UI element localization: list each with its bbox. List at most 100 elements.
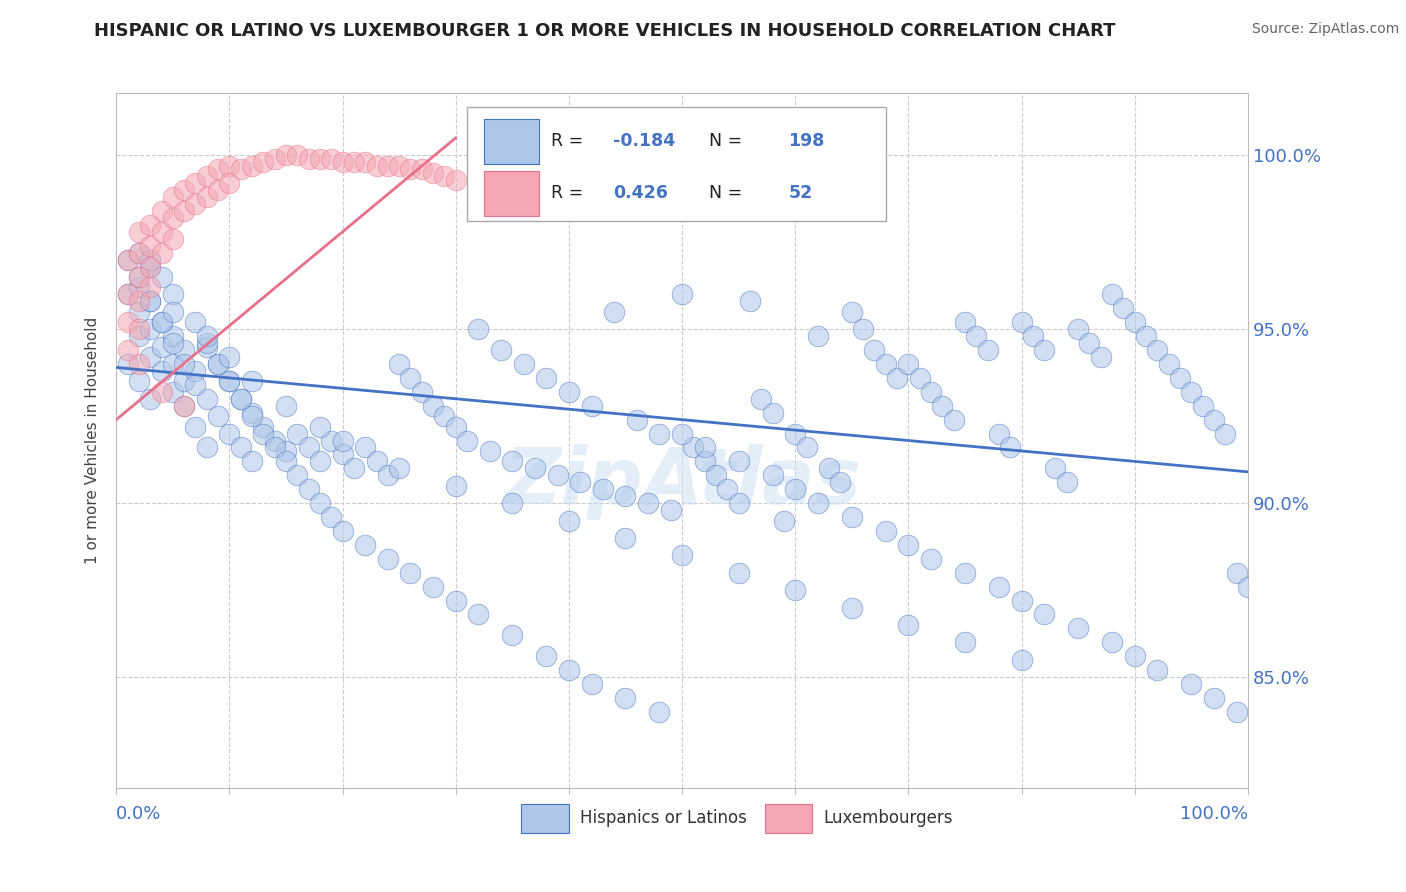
Point (693, 454, 716, 468)
Point (139, 238, 162, 252)
Point (218, 426, 240, 441)
Text: R =: R = (551, 185, 589, 202)
Point (150, 364, 173, 378)
Point (749, 392, 772, 406)
Point (614, 489, 637, 503)
Point (139, 294, 162, 309)
Point (321, 510, 343, 524)
Point (886, 371, 908, 385)
Point (558, 384, 581, 399)
Point (478, 444, 501, 458)
Point (648, 426, 671, 441)
Point (1237, 580, 1260, 594)
Point (207, 183, 229, 197)
Point (128, 270, 150, 285)
Point (150, 270, 173, 285)
Point (614, 690, 637, 705)
Point (162, 329, 184, 343)
Point (1022, 329, 1045, 343)
Point (785, 426, 807, 441)
Point (1225, 566, 1247, 580)
Point (1067, 322, 1090, 336)
Point (218, 159, 240, 173)
Point (128, 322, 150, 336)
Point (139, 322, 162, 336)
Point (614, 531, 637, 545)
Point (411, 162, 433, 177)
Point (1112, 301, 1135, 316)
Point (704, 468, 727, 483)
Point (321, 434, 343, 448)
Point (229, 441, 252, 455)
Point (1168, 371, 1191, 385)
Point (456, 434, 478, 448)
Point (128, 357, 150, 371)
Point (229, 392, 252, 406)
Point (207, 409, 229, 424)
Point (321, 152, 343, 166)
Point (139, 252, 162, 267)
Point (773, 514, 796, 528)
Point (1146, 343, 1168, 357)
Point (908, 371, 931, 385)
Point (173, 203, 195, 218)
Point (184, 315, 207, 329)
Point (285, 148, 308, 162)
Point (444, 172, 467, 186)
Point (195, 329, 218, 343)
Point (162, 336, 184, 351)
Point (1180, 384, 1202, 399)
Point (309, 152, 332, 166)
Point (162, 357, 184, 371)
FancyBboxPatch shape (522, 804, 569, 833)
Point (422, 399, 444, 413)
Point (173, 399, 195, 413)
Point (1157, 357, 1180, 371)
Point (332, 434, 354, 448)
Point (117, 252, 139, 267)
Point (501, 454, 523, 468)
Point (987, 580, 1010, 594)
Point (162, 190, 184, 204)
Point (150, 225, 173, 239)
Point (399, 566, 422, 580)
Point (139, 392, 162, 406)
Point (252, 155, 274, 169)
Point (671, 426, 693, 441)
Point (263, 434, 285, 448)
Point (298, 152, 321, 166)
Point (388, 461, 411, 475)
Point (240, 454, 263, 468)
Point (377, 551, 399, 566)
Point (761, 406, 783, 420)
Point (422, 166, 444, 180)
Point (523, 461, 546, 475)
Point (139, 350, 162, 364)
Point (875, 357, 897, 371)
Point (738, 294, 761, 309)
Point (207, 357, 229, 371)
Point (841, 305, 863, 319)
Point (830, 475, 852, 490)
Point (354, 441, 377, 455)
Point (976, 343, 998, 357)
Point (796, 441, 818, 455)
Point (1033, 607, 1056, 622)
Point (1078, 336, 1101, 351)
Point (252, 419, 274, 434)
Point (953, 566, 976, 580)
Point (659, 503, 682, 517)
Point (184, 419, 207, 434)
Point (117, 343, 139, 357)
Point (128, 375, 150, 389)
Point (1090, 350, 1112, 364)
Point (207, 357, 229, 371)
Point (682, 441, 704, 455)
Point (240, 375, 263, 389)
Point (240, 409, 263, 424)
Point (309, 454, 332, 468)
Point (489, 343, 512, 357)
Point (128, 270, 150, 285)
Point (603, 305, 626, 319)
Point (1213, 426, 1236, 441)
